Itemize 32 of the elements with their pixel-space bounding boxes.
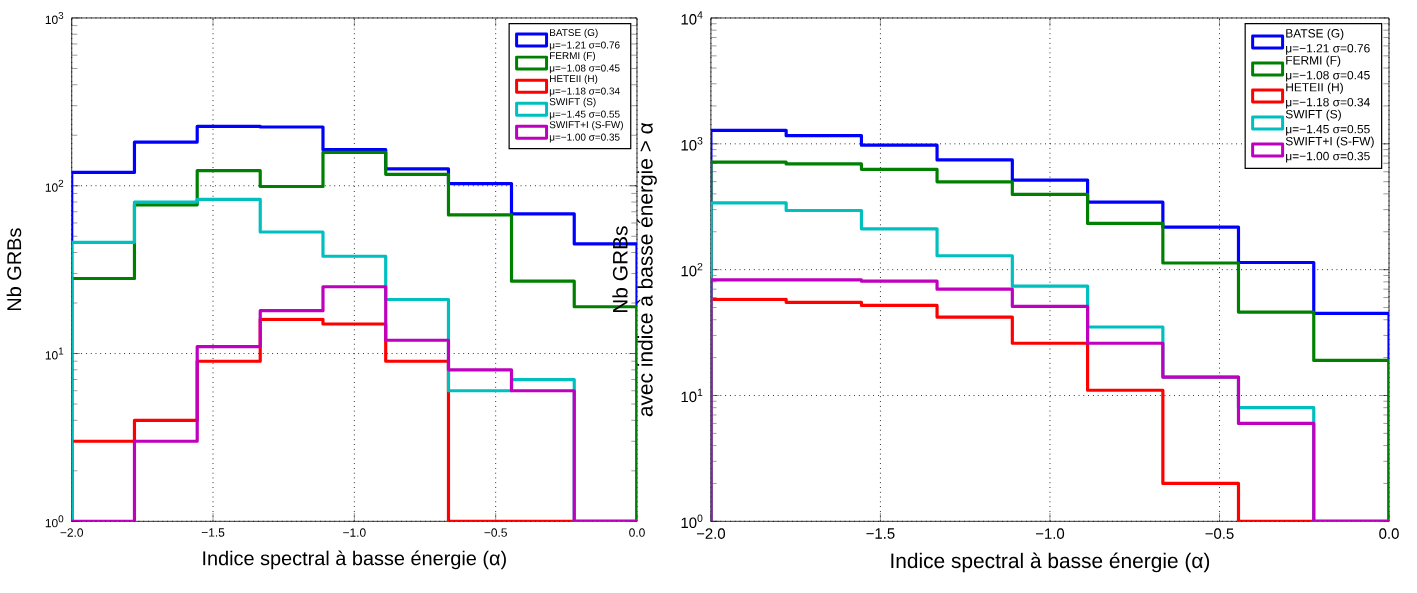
- legend-label: BATSE (G) μ=−1.21 σ=0.76: [549, 28, 620, 51]
- y-tick-label: 10$^{3}$: [681, 136, 703, 151]
- legend-label: SWIFT (S) μ=−1.45 σ=0.55: [1285, 109, 1370, 136]
- x-tick-label: −0.5: [484, 528, 507, 537]
- y-tick-label: 10$^{0}$: [681, 514, 703, 528]
- y-tick-label: 10$^{4}$: [681, 11, 703, 25]
- x-tick-label: 0.0: [1379, 528, 1399, 539]
- y-tick-label: 10$^{0}$: [45, 515, 64, 528]
- y-tick-label: 10$^{2}$: [45, 179, 64, 192]
- x-tick-label: −0.5: [1205, 528, 1234, 539]
- legend-label: SWIFT+I (S-FW) μ=−1.00 σ=0.35: [1285, 136, 1374, 163]
- legend-label: SWIFT+I (S-FW) μ=−1.00 σ=0.35: [549, 120, 623, 143]
- x-axis-title: Indice spectral à basse énergie (α): [891, 552, 1210, 573]
- y-tick-label: 10$^{2}$: [681, 262, 703, 277]
- y-axis-title: Nb GRBs: [6, 228, 22, 310]
- y-tick-label: 10$^{1}$: [681, 388, 703, 403]
- x-tick-label: −1.5: [201, 528, 225, 537]
- legend-label: BATSE (G) μ=−1.21 σ=0.76: [1286, 28, 1370, 55]
- x-tick-label: −2.0: [696, 528, 726, 539]
- x-tick-label: −1.0: [343, 528, 366, 537]
- x-tick-label: −1.5: [866, 528, 895, 539]
- legend-label: HETEII (H) μ=−1.18 σ=0.34: [549, 74, 620, 97]
- legend-label: FERMI (F) μ=−1.08 σ=0.45: [549, 51, 620, 74]
- x-tick-label: −1.0: [1035, 528, 1065, 539]
- x-tick-label: −2.0: [60, 528, 84, 537]
- legend-label: HETEII (H) μ=−1.18 σ=0.34: [1286, 82, 1370, 109]
- y-tick-label: 10$^{3}$: [45, 11, 64, 24]
- x-tick-label: 0.0: [629, 528, 645, 537]
- y-tick-label: 10$^{1}$: [45, 347, 64, 360]
- legend-label: SWIFT (S) μ=−1.45 σ=0.55: [549, 97, 620, 120]
- x-axis-title: Indice spectral à basse énergie (α): [203, 550, 506, 570]
- legend-label: FERMI (F) μ=−1.08 σ=0.45: [1286, 55, 1370, 82]
